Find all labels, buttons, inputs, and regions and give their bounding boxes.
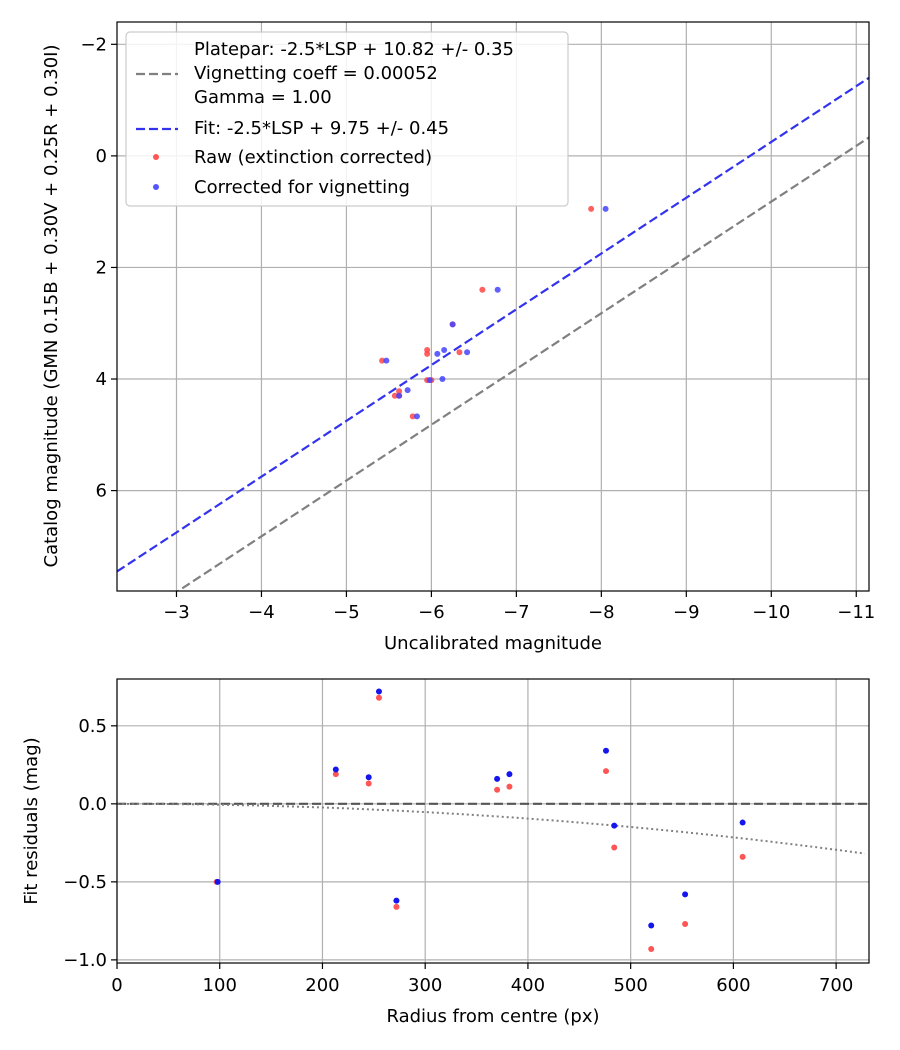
top-ticks: −3 −4 −5 −6 −7 −8 −9 −10 −11 −2 0 2 4 6 xyxy=(80,34,875,623)
top-x-tick-label: −10 xyxy=(752,602,790,623)
corrected-point xyxy=(404,387,411,394)
top-x-tick-label: −3 xyxy=(163,602,190,623)
raw-residual-point xyxy=(332,771,339,778)
top-data-points xyxy=(379,205,609,420)
bottom-reference-lines xyxy=(117,802,869,855)
corrected-point xyxy=(426,377,433,384)
vignetting-curve xyxy=(117,802,866,855)
bottom-y-axis-label: Fit residuals (mag) xyxy=(21,737,42,904)
raw-point xyxy=(409,413,416,420)
bottom-y-tick-label: −1.0 xyxy=(63,950,107,971)
top-x-tick-label: −4 xyxy=(248,602,275,623)
legend: Platepar: -2.5*LSP + 10.82 +/- 0.35 Vigne… xyxy=(125,31,569,207)
top-y-tick-label: 2 xyxy=(96,257,107,278)
corrected-residual-point xyxy=(214,878,221,885)
top-y-tick-label: 6 xyxy=(96,481,107,502)
raw-residual-point xyxy=(611,844,618,851)
raw-point xyxy=(379,357,386,364)
bottom-ticks: 0 100 200 300 400 500 600 700 0.5 0.0 −0.5 −1.0 xyxy=(63,716,853,996)
corrected-residual-point xyxy=(739,819,746,826)
legend-label: Platepar: -2.5*LSP + 10.82 +/- 0.35 xyxy=(194,39,514,60)
bottom-y-tick-label: −0.5 xyxy=(63,872,107,893)
top-y-axis-label: Catalog magnitude (GMN 0.15B + 0.30V + 0… xyxy=(41,44,62,567)
raw-point xyxy=(456,349,463,356)
corrected-point xyxy=(396,392,403,399)
corrected-point xyxy=(413,413,420,420)
top-x-axis-label: Uncalibrated magnitude xyxy=(384,633,602,654)
top-x-tick-label: −11 xyxy=(837,602,875,623)
corrected-residual-point xyxy=(375,688,382,695)
top-y-tick-label: 0 xyxy=(96,146,107,167)
raw-point xyxy=(391,392,398,399)
raw-residual-point xyxy=(494,786,501,793)
legend-marker-swatch xyxy=(153,184,159,190)
corrected-point xyxy=(441,347,448,354)
bottom-x-axis-label: Radius from centre (px) xyxy=(386,1006,599,1027)
legend-label: Raw (extinction corrected) xyxy=(194,147,432,168)
corrected-residual-point xyxy=(332,766,339,773)
corrected-point xyxy=(439,376,446,383)
raw-point xyxy=(588,205,595,212)
corrected-residual-point xyxy=(648,922,655,929)
bottom-x-tick-label: 700 xyxy=(819,975,853,996)
corrected-point xyxy=(449,321,456,328)
platepar-line xyxy=(176,136,869,591)
bottom-grid xyxy=(116,679,869,963)
top-y-tick-label: −2 xyxy=(80,34,107,55)
corrected-point xyxy=(602,205,609,212)
corrected-residual-point xyxy=(603,747,610,754)
raw-point xyxy=(479,286,486,293)
raw-point xyxy=(396,388,403,395)
raw-residual-point xyxy=(648,945,655,952)
bottom-data-points xyxy=(213,688,746,952)
corrected-residual-point xyxy=(365,774,372,781)
corrected-residual-point xyxy=(393,897,400,904)
bottom-y-tick-label: 0.5 xyxy=(78,716,107,737)
corrected-residual-point xyxy=(506,771,513,778)
corrected-residual-point xyxy=(611,822,618,829)
bottom-plot-frame xyxy=(116,678,870,964)
corrected-point xyxy=(494,286,501,293)
bottom-x-tick-label: 300 xyxy=(408,975,442,996)
bottom-x-tick-label: 0 xyxy=(111,975,122,996)
top-plot-frame xyxy=(116,21,870,592)
calibration-chart: −3 −4 −5 −6 −7 −8 −9 −10 −11 −2 0 2 4 6 Uncalibrated … xyxy=(41,21,875,654)
top-fit-lines xyxy=(117,76,869,591)
legend-label: Corrected for vignetting xyxy=(194,177,410,198)
bottom-x-tick-label: 600 xyxy=(716,975,750,996)
bottom-x-tick-label: 200 xyxy=(305,975,339,996)
legend-label: Vignetting coeff = 0.00052 xyxy=(194,63,438,84)
corrected-residual-point xyxy=(682,891,689,898)
corrected-point xyxy=(434,350,441,357)
raw-residual-point xyxy=(506,783,513,790)
top-x-tick-label: −5 xyxy=(333,602,360,623)
raw-residual-point xyxy=(603,768,610,775)
legend-label: Gamma = 1.00 xyxy=(194,87,332,108)
top-x-tick-label: −8 xyxy=(588,602,615,623)
raw-residual-point xyxy=(682,920,689,927)
bottom-x-tick-label: 500 xyxy=(613,975,647,996)
top-x-tick-label: −6 xyxy=(418,602,445,623)
raw-point xyxy=(424,350,431,357)
top-x-tick-label: −7 xyxy=(503,602,530,623)
fit-line xyxy=(117,76,869,573)
raw-residual-point xyxy=(365,780,372,787)
legend-marker-swatch xyxy=(153,154,159,160)
bottom-x-tick-label: 400 xyxy=(511,975,545,996)
corrected-point xyxy=(464,349,471,356)
bottom-y-tick-label: 0.0 xyxy=(78,794,107,815)
corrected-point xyxy=(383,357,390,364)
top-y-tick-label: 4 xyxy=(96,369,107,390)
raw-residual-point xyxy=(375,694,382,701)
bottom-x-tick-label: 100 xyxy=(203,975,237,996)
raw-residual-point xyxy=(739,853,746,860)
raw-residual-point xyxy=(393,903,400,910)
residuals-chart: 0 100 200 300 400 500 600 700 0.5 0.0 −0.5 −1.0 Rad… xyxy=(21,678,870,1027)
legend-label: Fit: -2.5*LSP + 9.75 +/- 0.45 xyxy=(194,118,449,139)
corrected-residual-point xyxy=(494,775,501,782)
legend-box xyxy=(125,31,569,207)
top-x-tick-label: −9 xyxy=(673,602,700,623)
